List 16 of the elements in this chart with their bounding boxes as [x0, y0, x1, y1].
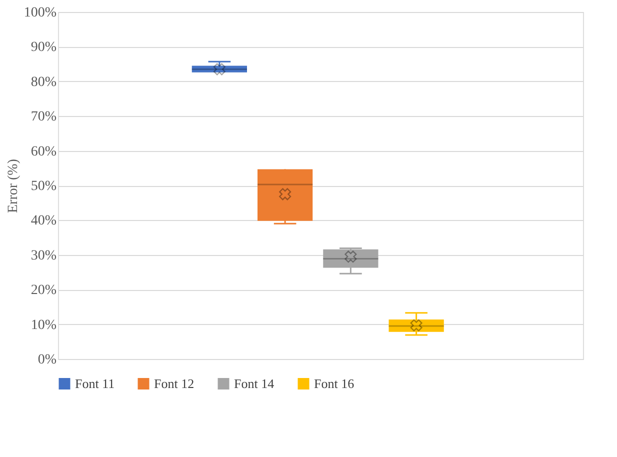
- legend-label: Font 12: [154, 376, 194, 391]
- y-tick-label: 80%: [30, 74, 57, 90]
- legend-label: Font 14: [234, 376, 275, 391]
- y-tick-label: 0%: [38, 352, 57, 368]
- y-tick-label: 70%: [30, 110, 57, 125]
- y-tick-label: 50%: [30, 179, 57, 194]
- y-tick-label: 10%: [30, 318, 57, 333]
- y-tick-label: 20%: [30, 283, 57, 298]
- y-axis-title: Error (%): [6, 158, 21, 214]
- legend-label: Font 16: [314, 376, 355, 391]
- y-tick-label: 30%: [30, 248, 57, 264]
- y-tick-label: 90%: [30, 40, 57, 56]
- y-tick-label: 40%: [30, 214, 57, 229]
- y-tick-label: 60%: [30, 144, 57, 160]
- legend-label: Font 11: [75, 376, 115, 391]
- y-tick-label: 100%: [24, 6, 57, 20]
